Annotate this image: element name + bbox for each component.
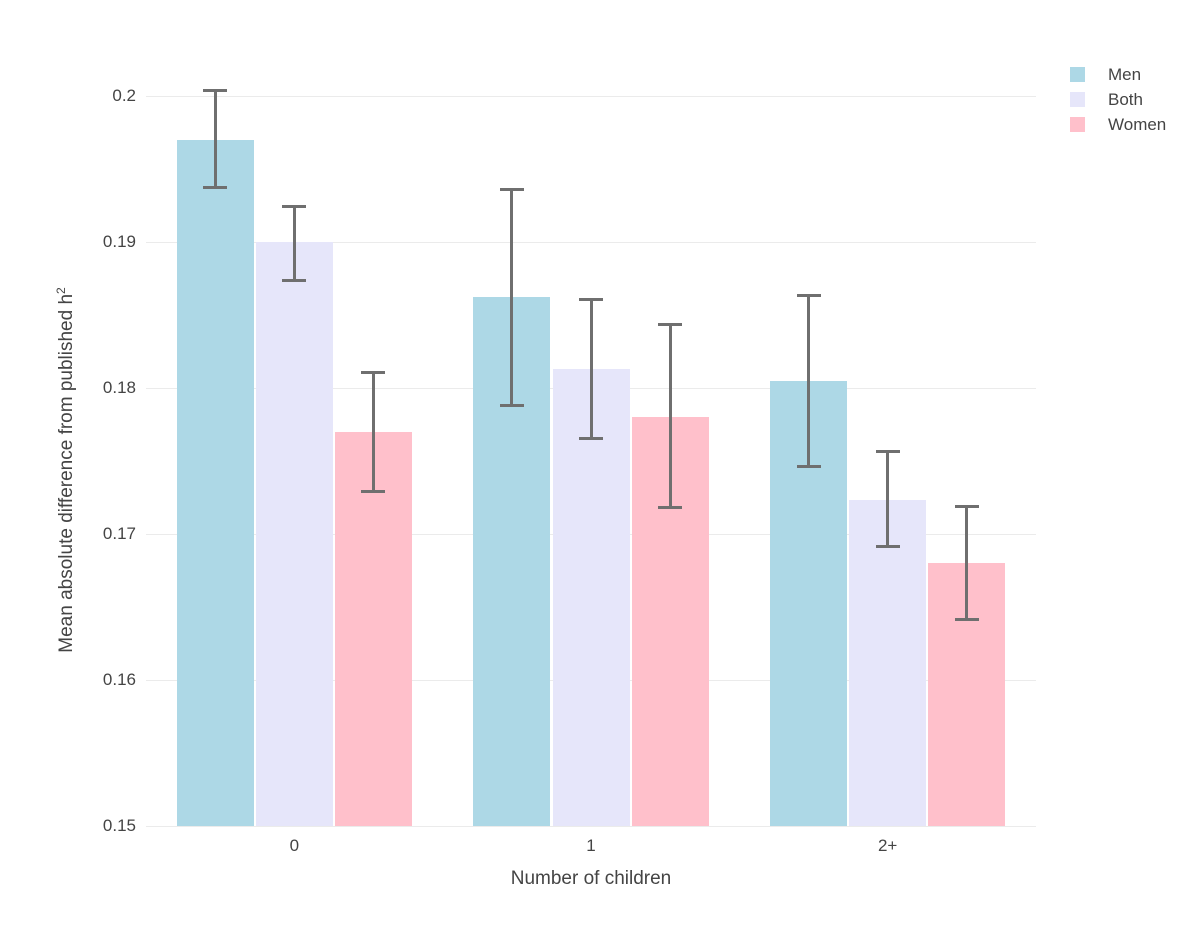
legend-swatch-men — [1070, 67, 1085, 82]
y-tick-label: 0.2 — [112, 86, 136, 105]
legend-label-men: Men — [1108, 65, 1142, 84]
gridline-0.19 — [146, 242, 1036, 243]
error-bar-women-2+-cap-top — [954, 505, 979, 509]
error-bar-men-1-cap-bottom — [499, 403, 524, 407]
error-bar-men-1-cap-top — [499, 188, 524, 192]
y-tick-label: 0.19 — [102, 232, 136, 251]
y-tick-label: 0.16 — [102, 670, 136, 689]
legend: Men Both Women — [1070, 66, 1166, 133]
y-tick-label: 0.18 — [102, 378, 136, 397]
error-bar-both-0-cap-bottom — [282, 279, 307, 283]
error-bar-men-2+ — [807, 294, 811, 467]
error-bar-both-2+ — [886, 450, 890, 548]
bar-men-0 — [176, 139, 254, 826]
error-bar-men-0-cap-top — [203, 89, 228, 93]
legend-label-both: Both — [1108, 90, 1143, 109]
bar-both-2+ — [849, 500, 927, 826]
legend-item-men[interactable]: Men — [1070, 66, 1166, 83]
bar-both-0 — [255, 242, 333, 826]
y-axis-title: Mean absolute difference from published … — [54, 287, 78, 652]
error-bar-women-0-cap-bottom — [361, 489, 386, 493]
error-bar-both-0 — [292, 205, 296, 282]
bar-women-0 — [334, 431, 412, 826]
legend-item-both[interactable]: Both — [1070, 91, 1166, 108]
error-bar-women-2+-cap-bottom — [954, 618, 979, 622]
gridline-0.15 — [146, 826, 1036, 827]
legend-swatch-both — [1070, 92, 1085, 107]
error-bar-both-2+-cap-bottom — [875, 545, 900, 549]
y-tick-label: 0.17 — [102, 524, 136, 543]
y-tick-label: 0.15 — [102, 816, 136, 835]
bar-both-1 — [552, 369, 630, 826]
legend-label-women: Women — [1108, 115, 1167, 134]
error-bar-women-0-cap-top — [361, 370, 386, 374]
error-bar-both-1-cap-top — [579, 297, 604, 301]
error-bar-women-1-cap-top — [658, 322, 683, 326]
error-bar-both-1 — [589, 298, 593, 440]
y-axis-title-superscript: 2 — [53, 287, 68, 294]
error-bar-men-2+-cap-bottom — [796, 464, 821, 468]
legend-item-women[interactable]: Women — [1070, 116, 1166, 133]
error-bar-both-1-cap-bottom — [579, 437, 604, 441]
error-bar-women-1 — [668, 323, 672, 508]
error-bar-men-2+-cap-top — [796, 293, 821, 297]
error-bar-men-0-cap-bottom — [203, 185, 228, 189]
y-axis-title-text: Mean absolute difference from published … — [56, 293, 78, 653]
error-bar-both-0-cap-top — [282, 204, 307, 208]
x-tick-label-1: 1 — [586, 836, 596, 855]
error-bar-men-0 — [213, 90, 217, 188]
error-bar-women-0 — [371, 371, 375, 492]
gridline-0.2 — [146, 96, 1036, 97]
legend-swatch-women — [1070, 117, 1085, 132]
x-tick-label-2+: 2+ — [877, 836, 898, 855]
error-bar-men-1 — [510, 189, 514, 406]
error-bar-women-1-cap-bottom — [658, 505, 683, 509]
x-tick-label-0: 0 — [289, 836, 300, 855]
x-axis-title: Number of children — [510, 868, 672, 889]
error-bar-both-2+-cap-top — [875, 449, 900, 453]
error-bar-women-2+ — [965, 506, 969, 621]
